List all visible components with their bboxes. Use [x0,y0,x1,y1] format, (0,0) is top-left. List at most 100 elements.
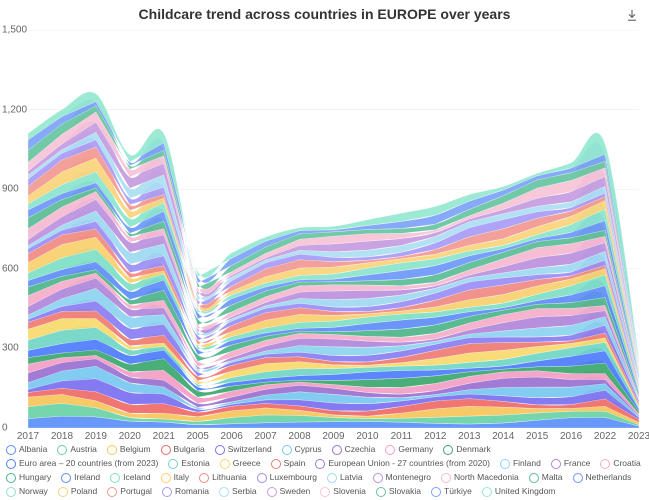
legend-label: Bulgaria [174,444,205,456]
legend-swatch-icon [6,487,16,497]
legend-item[interactable]: Montenegro [373,472,431,484]
legend-item[interactable]: Estonia [168,458,209,470]
legend-item[interactable]: United Kingdom [482,486,555,498]
legend-swatch-icon [107,487,117,497]
legend-label: Ireland [74,472,100,484]
legend-item[interactable]: Latvia [327,472,363,484]
legend-label: Czechia [345,444,376,456]
legend-swatch-icon [61,473,71,483]
legend-label: Montenegro [386,472,431,484]
chart-legend: Albania Austria Belgium Bulgaria Switzerland… [6,444,643,498]
legend-item[interactable]: Poland [58,486,97,498]
legend-label: Italy [174,472,190,484]
download-icon[interactable] [625,8,639,22]
legend-item[interactable]: Czechia [332,444,376,456]
legend-swatch-icon [271,459,281,469]
legend-swatch-icon [257,473,267,483]
legend-swatch-icon [161,473,171,483]
legend-swatch-icon [373,473,383,483]
legend-swatch-icon [332,445,342,455]
legend-item[interactable]: Finland [500,458,541,470]
legend-label: Belgium [120,444,151,456]
legend-label: Slovenia [333,486,366,498]
y-tick-label: 1,500 [2,25,27,36]
legend-item[interactable]: Romania [162,486,209,498]
legend-label: Norway [19,486,48,498]
legend-item[interactable]: Albania [6,444,47,456]
legend-label: Denmark [456,444,490,456]
legend-item[interactable]: Denmark [443,444,490,456]
legend-swatch-icon [482,487,492,497]
legend-item[interactable]: France [551,458,590,470]
y-tick-label: 1,200 [2,104,27,115]
legend-item[interactable]: Netherlands [573,472,632,484]
legend-item[interactable]: Euro area – 20 countries (from 2023) [6,458,158,470]
legend-swatch-icon [219,487,229,497]
legend-item[interactable]: Austria [57,444,96,456]
legend-swatch-icon [107,445,117,455]
legend-label: Albania [19,444,47,456]
legend-item[interactable]: Bulgaria [161,444,205,456]
legend-item[interactable]: Germany [385,444,433,456]
legend-item[interactable]: Malta [529,472,563,484]
x-tick-label: 2015 [526,431,548,442]
x-tick-label: 2011 [391,431,413,442]
legend-label: Sweden [280,486,311,498]
x-tick-label: 2019 [85,431,107,442]
legend-item[interactable]: Belgium [107,444,151,456]
legend-label: North Macedonia [454,472,519,484]
legend-label: Romania [175,486,209,498]
legend-item[interactable]: Cyprus [282,444,322,456]
legend-label: Hungary [19,472,51,484]
legend-item[interactable]: Italy [161,472,190,484]
legend-label: Iceland [123,472,150,484]
legend-label: Slovakia [389,486,421,498]
y-tick-label: 300 [2,343,19,354]
legend-label: Poland [71,486,97,498]
legend-swatch-icon [551,459,561,469]
x-tick-label: 2013 [458,431,480,442]
legend-swatch-icon [327,473,337,483]
legend-item[interactable]: European Union - 27 countries (from 2020… [315,458,490,470]
legend-item[interactable]: Türkiye [431,486,472,498]
legend-swatch-icon [529,473,539,483]
legend-swatch-icon [385,445,395,455]
x-tick-label: 2020 [119,431,141,442]
legend-swatch-icon [220,459,230,469]
legend-item[interactable]: Croatia [600,458,640,470]
legend-item[interactable]: Portugal [107,486,152,498]
legend-item[interactable]: Sweden [267,486,311,498]
legend-item[interactable]: Spain [271,458,306,470]
legend-swatch-icon [600,459,610,469]
legend-label: European Union - 27 countries (from 2020… [328,458,490,470]
legend-item[interactable]: Iceland [110,472,150,484]
legend-item[interactable]: North Macedonia [441,472,519,484]
legend-item[interactable]: Lithuania [199,472,247,484]
legend-item[interactable]: Ireland [61,472,100,484]
x-tick-label: 2018 [51,431,73,442]
legend-swatch-icon [168,459,178,469]
legend-item[interactable]: Serbia [219,486,257,498]
stacked-area-chart [28,30,639,428]
x-tick-label: 2005 [187,431,209,442]
legend-item[interactable]: Slovakia [376,486,421,498]
legend-label: Croatia [613,458,640,470]
legend-swatch-icon [57,445,67,455]
x-tick-label: 2023 [628,431,649,442]
legend-item[interactable]: Luxembourg [257,472,317,484]
legend-swatch-icon [267,487,277,497]
legend-swatch-icon [162,487,172,497]
legend-label: Euro area – 20 countries (from 2023) [19,458,158,470]
x-tick-label: 2006 [221,431,243,442]
legend-label: Estonia [181,458,209,470]
x-tick-label: 2009 [322,431,344,442]
legend-item[interactable]: Hungary [6,472,51,484]
legend-label: Luxembourg [270,472,317,484]
legend-label: Malta [542,472,563,484]
legend-item[interactable]: Slovenia [320,486,366,498]
legend-item[interactable]: Norway [6,486,48,498]
legend-item[interactable]: Switzerland [215,444,272,456]
x-tick-label: 2022 [594,431,616,442]
legend-item[interactable]: Greece [220,458,261,470]
y-tick-label: 0 [2,423,8,434]
